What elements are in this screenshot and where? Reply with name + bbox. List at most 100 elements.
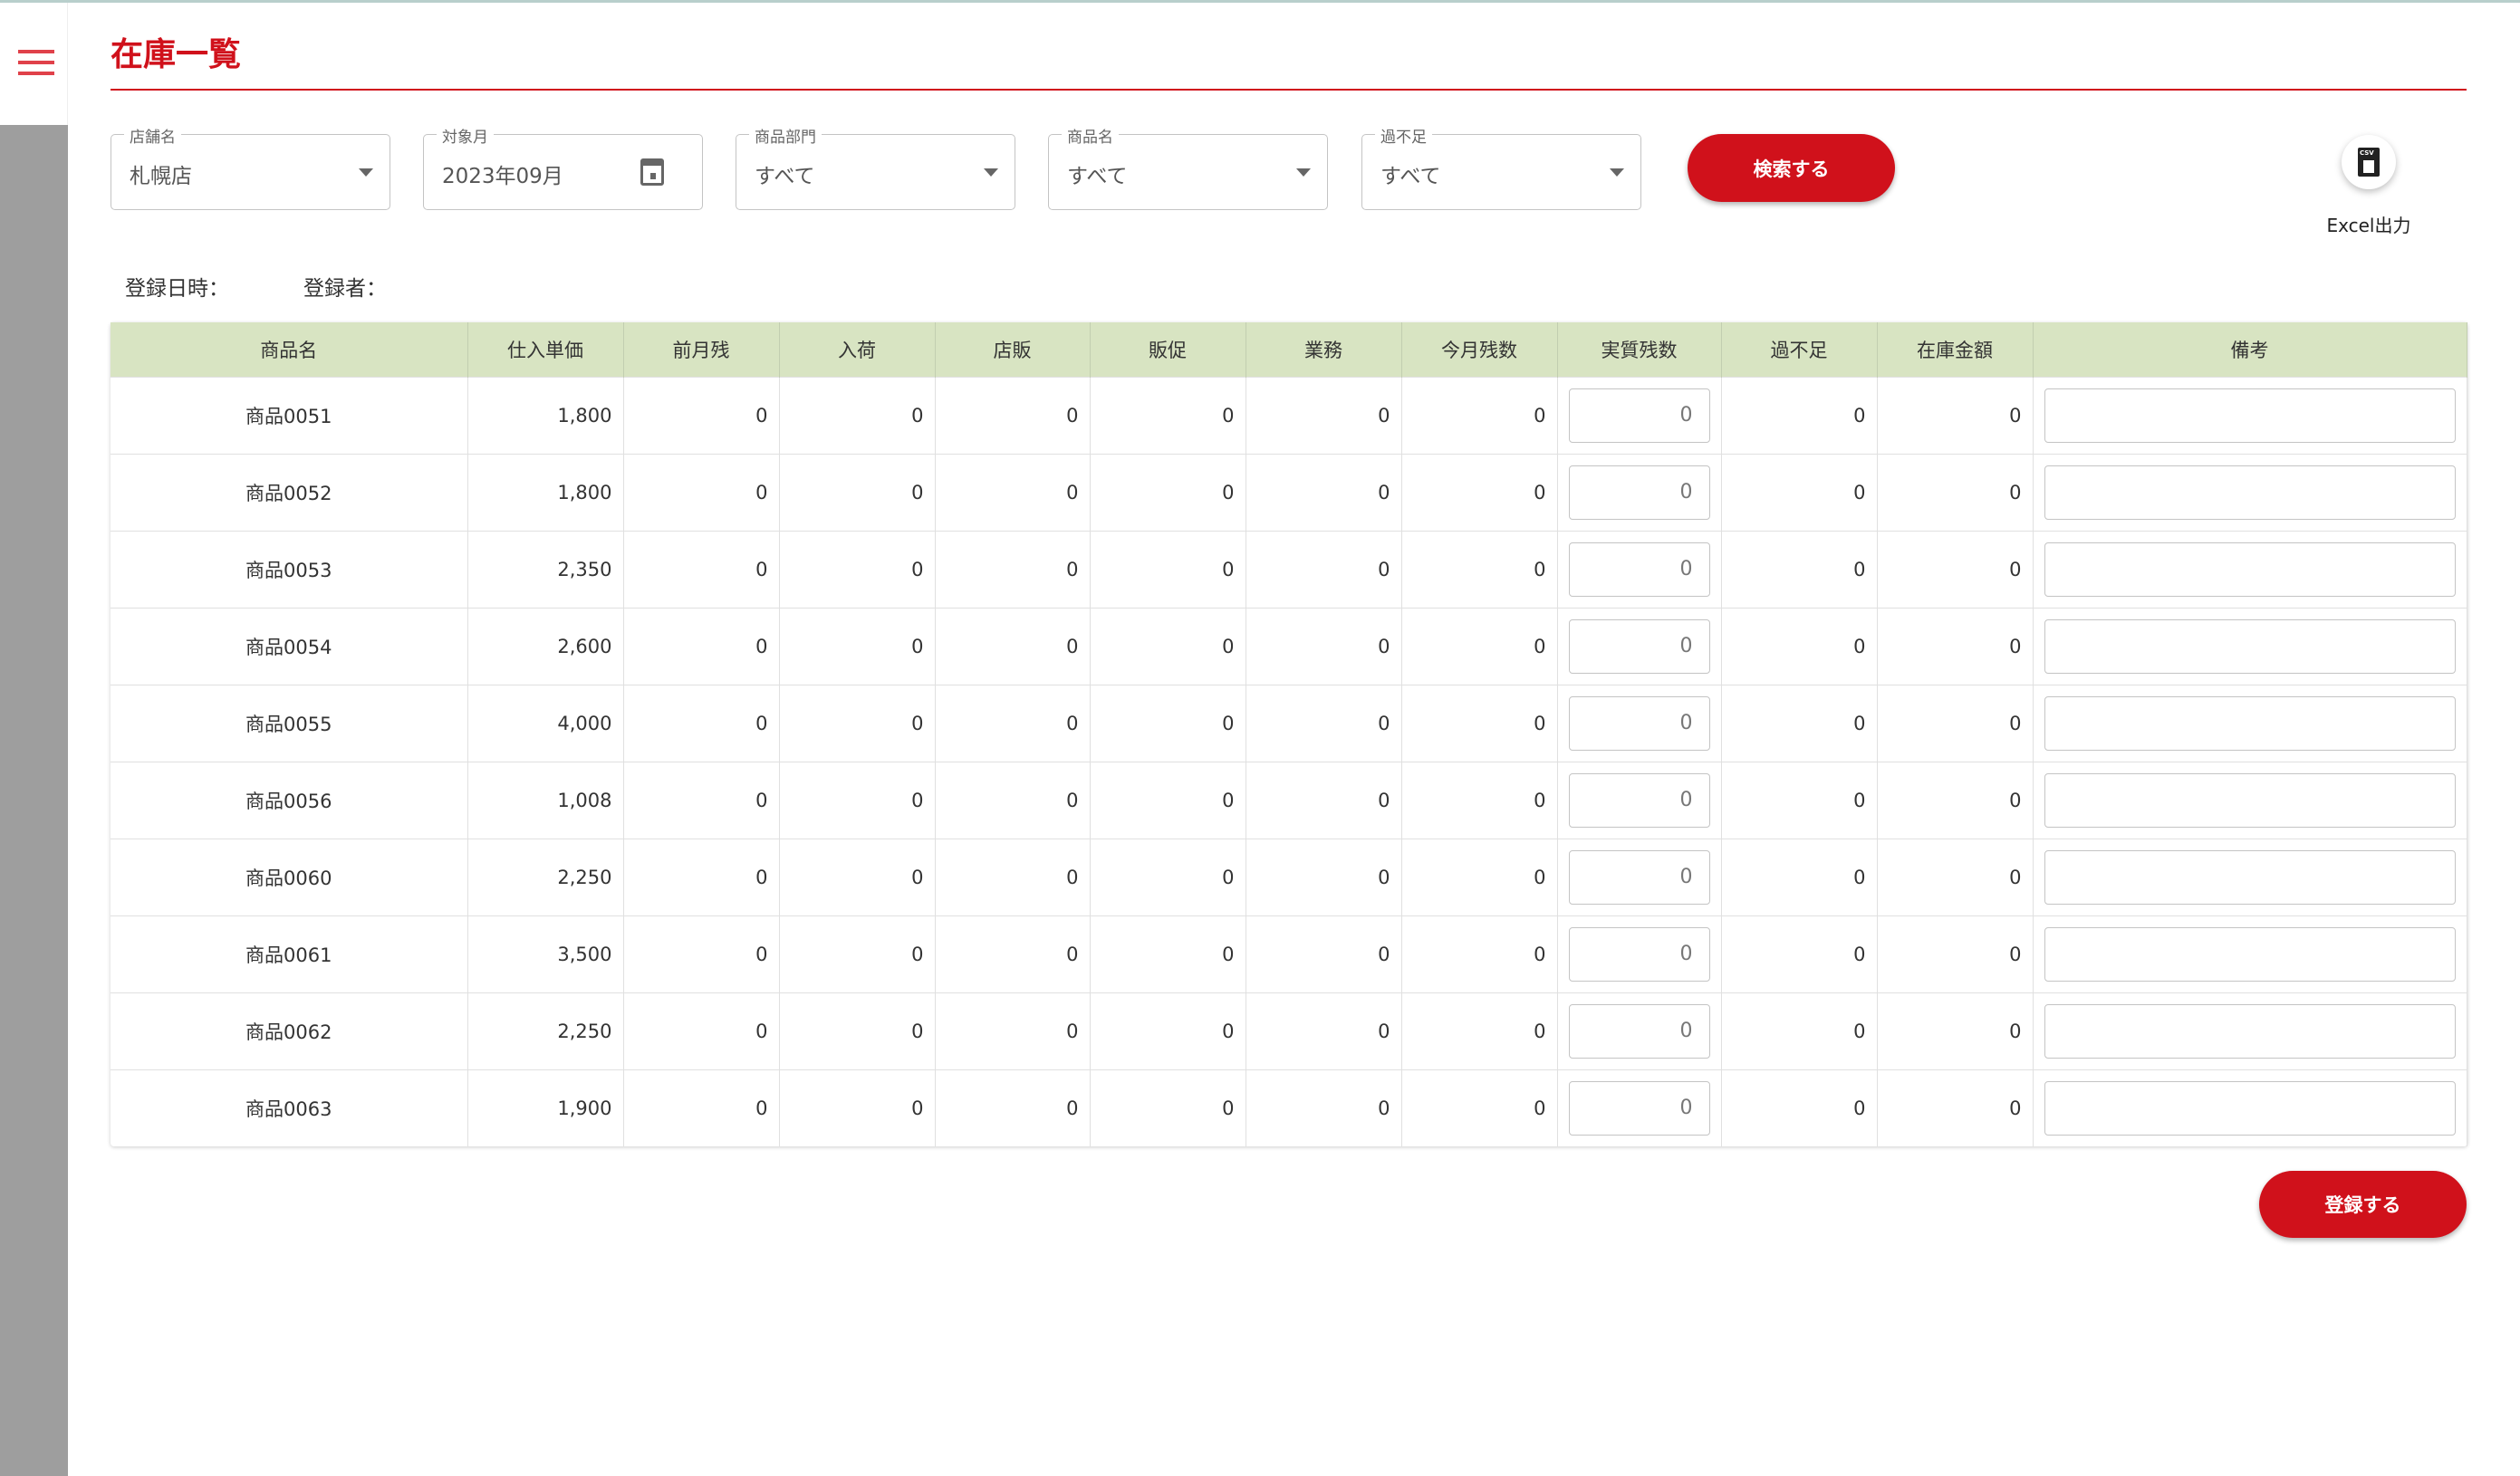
cell-6: 0	[1246, 684, 1402, 762]
column-header: 前月残	[623, 322, 780, 377]
calendar-icon[interactable]	[640, 158, 664, 186]
cell-4: 0	[935, 530, 1091, 608]
filter-2-select[interactable]: 商品部門 すべて	[736, 124, 1015, 210]
cell-3: 0	[779, 453, 936, 531]
cell-10: 0	[1877, 992, 2034, 1069]
cell-3: 0	[779, 376, 936, 454]
filter-label: 対象月	[437, 124, 494, 147]
table-row: 商品0060 2,250 0 0 0 0 0 0 0 0 0	[111, 838, 2467, 915]
remarks-input[interactable]	[2044, 1003, 2456, 1059]
remarks-input[interactable]	[2044, 772, 2456, 828]
filter-4-select[interactable]: 過不足 すべて	[1361, 124, 1641, 210]
remarks-input[interactable]	[2044, 618, 2456, 674]
column-header: 過不足	[1721, 322, 1878, 377]
actual-stock-input[interactable]: 0	[1568, 388, 1710, 443]
filter-label: 過不足	[1375, 124, 1432, 147]
excel-export-label: Excel出力	[2326, 215, 2411, 236]
column-header: 店販	[935, 322, 1091, 377]
filter-value: すべて	[755, 165, 815, 188]
actual-stock-cell: 0	[1557, 838, 1722, 915]
actual-stock-input[interactable]: 0	[1568, 618, 1710, 674]
cell-9: 0	[1721, 915, 1878, 992]
search-button[interactable]: 検索する	[1688, 134, 1895, 202]
actual-stock-input[interactable]: 0	[1568, 849, 1710, 905]
filter-value: すべて	[1067, 165, 1128, 188]
filter-0-select[interactable]: 店舗名 札幌店	[111, 124, 390, 210]
cell-7: 0	[1401, 992, 1558, 1069]
cell-3: 0	[779, 607, 936, 685]
cell-3: 0	[779, 761, 936, 839]
remarks-input[interactable]	[2044, 388, 2456, 443]
cell-1: 2,600	[467, 607, 624, 685]
cell-3: 0	[779, 838, 936, 915]
actual-stock-cell: 0	[1557, 684, 1722, 762]
actual-stock-input[interactable]: 0	[1568, 542, 1710, 597]
actual-stock-cell: 0	[1557, 761, 1722, 839]
cell-2: 0	[623, 915, 780, 992]
actual-stock-cell: 0	[1557, 915, 1722, 992]
dropdown-arrow-icon	[1296, 168, 1311, 177]
cell-2: 0	[623, 530, 780, 608]
cell-5: 0	[1090, 1069, 1246, 1146]
cell-6: 0	[1246, 530, 1402, 608]
column-header: 実質残数	[1557, 322, 1722, 377]
cell-2: 0	[623, 376, 780, 454]
page-title: 在庫一覧	[111, 36, 242, 73]
remarks-input[interactable]	[2044, 926, 2456, 982]
excel-export-button[interactable]: CSV	[2342, 135, 2396, 189]
cell-9: 0	[1721, 838, 1878, 915]
hamburger-menu-icon[interactable]	[18, 50, 54, 79]
dropdown-arrow-icon	[359, 168, 373, 177]
cell-2: 0	[623, 838, 780, 915]
filter-3-select[interactable]: 商品名 すべて	[1048, 124, 1328, 210]
remarks-input[interactable]	[2044, 1080, 2456, 1136]
filter-value: 2023年09月	[442, 165, 563, 188]
cell-2: 0	[623, 992, 780, 1069]
cell-5: 0	[1090, 761, 1246, 839]
column-header: 今月残数	[1401, 322, 1558, 377]
cell-7: 0	[1401, 684, 1558, 762]
product-name: 商品0055	[111, 684, 468, 762]
cell-10: 0	[1877, 1069, 2034, 1146]
actual-stock-cell: 0	[1557, 607, 1722, 685]
cell-4: 0	[935, 1069, 1091, 1146]
product-name: 商品0056	[111, 761, 468, 839]
remarks-input[interactable]	[2044, 695, 2456, 751]
cell-4: 0	[935, 684, 1091, 762]
cell-9: 0	[1721, 376, 1878, 454]
actual-stock-input[interactable]: 0	[1568, 772, 1710, 828]
registered-at-label: 登録日時：	[125, 277, 229, 301]
cell-4: 0	[935, 376, 1091, 454]
cell-9: 0	[1721, 1069, 1878, 1146]
actual-stock-input[interactable]: 0	[1568, 1080, 1710, 1136]
remarks-cell	[2033, 992, 2467, 1069]
actual-stock-input[interactable]: 0	[1568, 926, 1710, 982]
remarks-input[interactable]	[2044, 465, 2456, 520]
cell-1: 2,250	[467, 992, 624, 1069]
actual-stock-cell: 0	[1557, 376, 1722, 454]
table-row: 商品0051 1,800 0 0 0 0 0 0 0 0 0	[111, 376, 2467, 454]
cell-5: 0	[1090, 530, 1246, 608]
remarks-input[interactable]	[2044, 542, 2456, 597]
actual-stock-input[interactable]: 0	[1568, 695, 1710, 751]
register-button[interactable]: 登録する	[2259, 1171, 2467, 1238]
table-row: 商品0054 2,600 0 0 0 0 0 0 0 0 0	[111, 607, 2467, 685]
sidebar-top	[0, 3, 68, 125]
column-header: 備考	[2033, 322, 2467, 377]
table-row: 商品0062 2,250 0 0 0 0 0 0 0 0 0	[111, 992, 2467, 1069]
filter-1-date[interactable]: 対象月 2023年09月	[423, 124, 703, 210]
cell-5: 0	[1090, 838, 1246, 915]
filter-value: 札幌店	[130, 165, 192, 188]
cell-4: 0	[935, 838, 1091, 915]
cell-4: 0	[935, 915, 1091, 992]
sidebar	[0, 125, 68, 1476]
actual-stock-input[interactable]: 0	[1568, 465, 1710, 520]
cell-10: 0	[1877, 838, 2034, 915]
remarks-cell	[2033, 1069, 2467, 1146]
cell-6: 0	[1246, 376, 1402, 454]
remarks-input[interactable]	[2044, 849, 2456, 905]
column-header: 商品名	[111, 322, 468, 377]
title-divider	[111, 89, 2467, 91]
actual-stock-input[interactable]: 0	[1568, 1003, 1710, 1059]
cell-6: 0	[1246, 992, 1402, 1069]
